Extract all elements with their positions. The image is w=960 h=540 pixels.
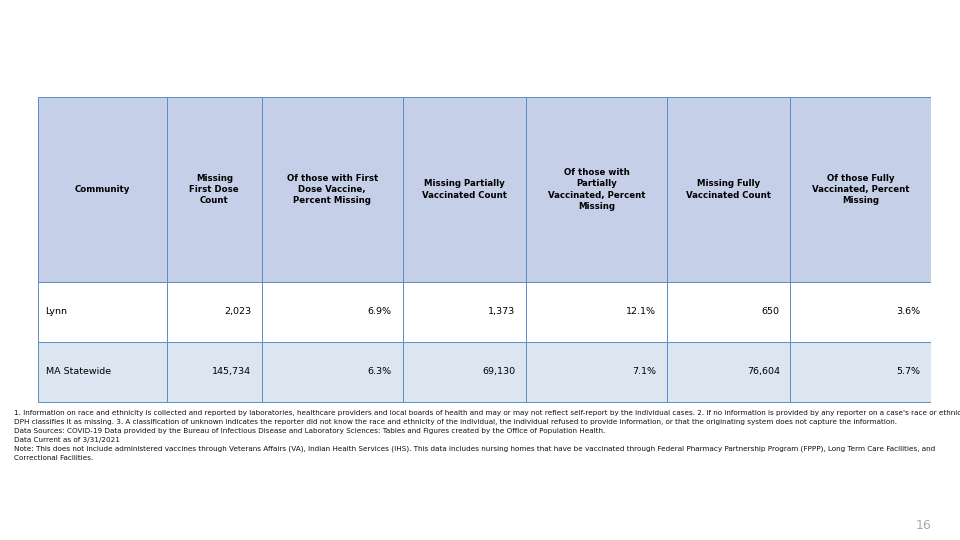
Bar [38, 97, 167, 282]
Bar [526, 282, 667, 342]
Text: MA Statewide: MA Statewide [45, 367, 110, 376]
Text: 1. Information on race and ethnicity is collected and reported by laboratories, : 1. Information on race and ethnicity is … [14, 410, 960, 461]
Text: 16: 16 [916, 518, 931, 532]
Bar [667, 342, 790, 402]
Text: Missing
First Dose
Count: Missing First Dose Count [189, 174, 239, 205]
Text: 5.7%: 5.7% [897, 367, 921, 376]
Text: 650: 650 [762, 307, 780, 316]
Text: Missing Partially
Vaccinated Count: Missing Partially Vaccinated Count [421, 179, 507, 200]
Text: Of those with First
Dose Vaccine,
Percent Missing: Of those with First Dose Vaccine, Percen… [287, 174, 378, 205]
Bar [38, 342, 167, 402]
Text: Lynn: Lynn [45, 307, 67, 316]
Bar [262, 342, 402, 402]
Text: 3.6%: 3.6% [897, 307, 921, 316]
Text: 76,604: 76,604 [747, 367, 780, 376]
Bar [167, 282, 262, 342]
Bar [526, 97, 667, 282]
Text: 6.9%: 6.9% [368, 307, 392, 316]
Bar [526, 342, 667, 402]
Text: 2,023: 2,023 [224, 307, 252, 316]
Bar [402, 342, 526, 402]
Bar [262, 97, 402, 282]
Bar [790, 97, 931, 282]
Text: 6.3%: 6.3% [368, 367, 392, 376]
Text: Of those Fully
Vaccinated, Percent
Missing: Of those Fully Vaccinated, Percent Missi… [812, 174, 909, 205]
Bar [167, 97, 262, 282]
Text: 1,373: 1,373 [489, 307, 516, 316]
Text: 69,130: 69,130 [482, 367, 516, 376]
Bar [790, 342, 931, 402]
Bar [167, 342, 262, 402]
Bar [262, 282, 402, 342]
Text: 145,734: 145,734 [212, 367, 252, 376]
Bar [667, 282, 790, 342]
Bar [38, 282, 167, 342]
Bar [790, 282, 931, 342]
Text: Community: Community [75, 185, 131, 194]
Text: 12.1%: 12.1% [626, 307, 657, 316]
Bar [667, 97, 790, 282]
Text: 7.1%: 7.1% [633, 367, 657, 376]
Bar [402, 97, 526, 282]
Text: Missing Fully
Vaccinated Count: Missing Fully Vaccinated Count [686, 179, 771, 200]
Text: Of those with
Partially
Vaccinated, Percent
Missing: Of those with Partially Vaccinated, Perc… [548, 168, 645, 211]
Text: Missing Race/Ethnicity Count and Percentage of Population Vaccinated for Lynn Co: Missing Race/Ethnicity Count and Percent… [0, 24, 894, 68]
Bar [402, 282, 526, 342]
